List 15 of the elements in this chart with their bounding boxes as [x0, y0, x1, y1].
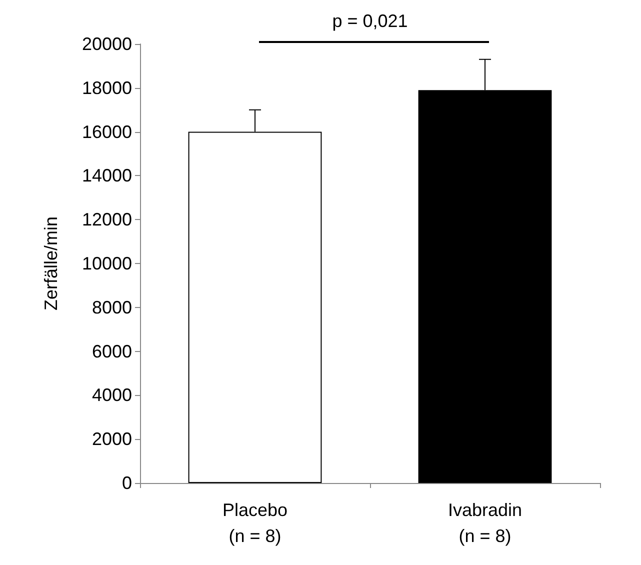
y-tick-label: 20000 [82, 34, 132, 54]
y-tick-label: 12000 [82, 210, 132, 230]
x-tick-label: Ivabradin (n = 8) [448, 500, 522, 546]
y-tick-label: 6000 [92, 341, 132, 362]
y-tick-label: 4000 [92, 385, 132, 406]
x-tick-label: Placebo (n = 8) [222, 500, 288, 546]
y-axis-title: Zerfälle/min [41, 216, 61, 311]
y-tick-label: 10000 [82, 254, 132, 274]
y-tick-label: 0 [122, 473, 132, 493]
y-tick-label: 8000 [92, 297, 132, 318]
text: p = 0,021 [332, 11, 408, 31]
y-tick-label: 16000 [82, 122, 132, 142]
y-tick-label: 14000 [82, 166, 132, 186]
y-tick-label: 18000 [82, 78, 132, 98]
y-tick-label: 2000 [92, 429, 132, 450]
